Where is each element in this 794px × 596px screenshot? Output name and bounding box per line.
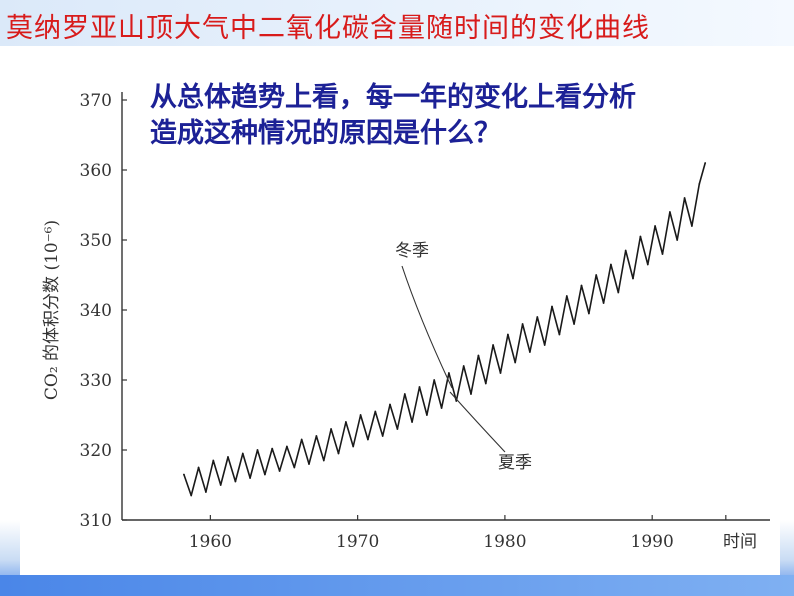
data-point (595, 274, 598, 276)
data-point (669, 211, 671, 213)
x-tick-label: 1960 (189, 532, 232, 552)
data-point (227, 456, 229, 458)
data-point (521, 323, 524, 325)
data-point (345, 421, 347, 423)
data-point (551, 305, 553, 308)
data-point (300, 438, 303, 441)
x-tick-label: 1970 (336, 532, 379, 552)
data-point (418, 386, 421, 388)
data-point (315, 435, 318, 437)
bottom-bar (0, 575, 794, 596)
x-axis-label: 时间 (723, 532, 757, 552)
co2-line-chart: 310 320 330 340 350 360 370 1960 1970 1980 1990 时间 C… (42, 91, 770, 552)
data-point (278, 470, 281, 472)
data-point (249, 477, 252, 479)
data-point (205, 491, 207, 493)
data-point (632, 277, 634, 280)
data-point (308, 463, 310, 465)
data-point (330, 428, 332, 430)
y-tick-label: 340 (80, 301, 112, 321)
data-point (197, 466, 200, 469)
data-point (529, 351, 531, 353)
y-tick-label: 370 (80, 91, 112, 111)
data-point (639, 235, 642, 238)
data-point (271, 447, 274, 450)
data-point (704, 162, 707, 164)
data-point (558, 333, 561, 336)
data-point (337, 452, 340, 455)
data-point (367, 438, 369, 441)
data-point (484, 382, 487, 385)
y-tick-label: 360 (80, 161, 112, 181)
data-point (241, 452, 244, 455)
data-point (426, 414, 428, 416)
data-point (190, 494, 193, 497)
data-point (661, 253, 664, 255)
data-point (374, 410, 377, 413)
title-bar: 莫纳罗亚山顶大气中二氧化碳含量随时间的变化曲线 (0, 0, 794, 46)
data-point (646, 263, 649, 266)
data-point (411, 421, 413, 423)
data-point (462, 365, 465, 367)
x-tick-label: 1990 (631, 532, 674, 552)
data-point (624, 249, 627, 252)
y-tick-label: 310 (80, 511, 112, 531)
data-point (499, 372, 502, 374)
data-point (440, 407, 443, 409)
data-point (448, 372, 450, 374)
data-point (691, 225, 693, 227)
question-line-1: 从总体趋势上看，每一年的变化上看分析 (150, 82, 636, 113)
x-tick-label: 1980 (483, 532, 526, 552)
data-point (676, 239, 679, 241)
data-point (654, 225, 656, 227)
data-point (256, 449, 259, 451)
annotation-summer: 夏季 (498, 453, 532, 473)
data-point (234, 480, 237, 483)
data-point (389, 403, 391, 406)
data-point (322, 459, 325, 462)
question-line-2: 造成这种情况的原因是什么？ (150, 118, 501, 149)
data-point (543, 344, 546, 346)
y-axis-label: CO₂ 的体积分数 (10⁻⁶) (42, 220, 62, 400)
y-tick-label: 320 (80, 441, 112, 461)
data-point (573, 323, 575, 325)
data-point (293, 466, 296, 469)
question-text: 从总体趋势上看，每一年的变化上看分析 造成这种情况的原因是什么？ (150, 80, 636, 152)
data-point (565, 295, 568, 297)
data-point (617, 291, 620, 294)
data-point (507, 333, 509, 336)
data-point (588, 312, 590, 315)
data-point (359, 414, 362, 416)
data-point (683, 197, 686, 199)
data-point (403, 393, 406, 395)
chart-area: 310 320 330 340 350 360 370 1960 1970 1980 1990 时间 C… (20, 70, 780, 575)
data-point (477, 354, 480, 357)
data-point (514, 361, 517, 364)
data-point (580, 284, 583, 287)
slide-title: 莫纳罗亚山顶大气中二氧化碳含量随时间的变化曲线 (6, 13, 650, 44)
data-point (492, 344, 494, 346)
data-point (183, 473, 185, 476)
y-tick-label: 350 (80, 231, 112, 251)
data-point (396, 428, 399, 430)
data-point (536, 316, 539, 318)
data-point (381, 435, 384, 437)
winter-pointer-line (401, 265, 453, 389)
annotation-winter: 冬季 (395, 241, 429, 261)
summer-pointer-line (449, 391, 506, 453)
data-point (470, 393, 472, 395)
co2-series-line (183, 162, 706, 497)
data-point (352, 445, 355, 448)
data-point (212, 459, 215, 462)
data-point (433, 379, 436, 381)
data-point (602, 302, 605, 304)
data-point (698, 183, 701, 185)
data-point (264, 473, 266, 476)
y-tick-label: 330 (80, 371, 112, 391)
data-point (286, 445, 288, 448)
data-point (219, 484, 222, 486)
data-point (610, 263, 612, 266)
data-point (455, 400, 458, 402)
